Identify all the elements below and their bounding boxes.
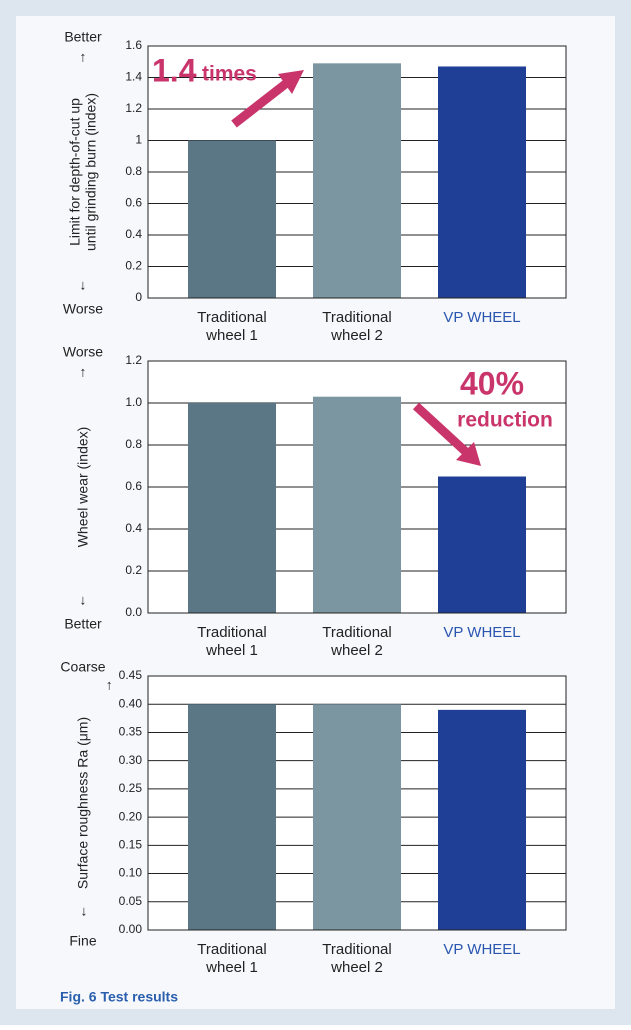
y-tick-label: 0.4 <box>125 521 142 535</box>
top-label: Better <box>64 29 102 45</box>
y-axis-label: Surface roughness Ra (μm) <box>75 717 91 889</box>
down-arrow: ↓ <box>81 903 88 919</box>
bottom-label: Better <box>64 616 102 632</box>
y-tick-label: 1.2 <box>125 101 142 115</box>
y-tick-label: 0.4 <box>125 227 142 241</box>
x-tick-label: wheel 2 <box>330 642 383 659</box>
y-tick-label: 0.8 <box>125 164 142 178</box>
y-tick-label: 0.45 <box>119 668 143 682</box>
y-axis-label: Limit for depth-of-cut up until grinding … <box>67 93 99 251</box>
y-tick-label: 0.6 <box>125 479 142 493</box>
y-tick-label: 0.40 <box>119 696 143 710</box>
x-tick-label: Traditional <box>197 309 266 326</box>
annotation-small: reduction <box>457 409 553 432</box>
top-label: Coarse <box>60 659 105 675</box>
x-tick-label: Traditional <box>322 624 391 641</box>
y-tick-label: 1.2 <box>125 353 142 367</box>
x-tick-label: wheel 1 <box>205 642 258 659</box>
annotation-arrow <box>231 78 291 128</box>
up-arrow: ↑ <box>80 49 87 65</box>
bar <box>188 403 276 613</box>
bar <box>438 709 526 930</box>
y-tick-label: 1.6 <box>125 38 142 52</box>
bottom-label: Fine <box>69 933 96 949</box>
plot-border <box>147 45 567 299</box>
x-tick-label: VP WHEEL <box>443 624 520 641</box>
y-axis-label-line: Wheel wear (index) <box>75 427 91 548</box>
up-arrow: → <box>99 679 115 693</box>
annotation-arrowhead <box>278 70 304 94</box>
plot-border <box>147 360 567 614</box>
y-axis-label-line: Surface roughness Ra (μm) <box>75 717 91 889</box>
y-tick-label: 0.0 <box>125 605 142 619</box>
x-tick-label: wheel 1 <box>205 959 258 976</box>
x-tick-label: Traditional <box>197 941 266 958</box>
x-tick-label: wheel 2 <box>330 959 383 976</box>
x-tick-label: wheel 1 <box>205 327 258 344</box>
y-tick-label: 0 <box>135 290 142 304</box>
bar <box>313 396 401 613</box>
caption: Fig. 6 Test results <box>60 989 178 1005</box>
down-arrow: ↓ <box>80 592 87 608</box>
y-axis-label: Wheel wear (index) <box>75 427 91 548</box>
x-tick-label: wheel 2 <box>330 327 383 344</box>
y-axis-label-line: Limit for depth-of-cut up <box>67 98 83 246</box>
bar <box>188 140 276 298</box>
y-tick-label: 0.2 <box>125 259 142 273</box>
y-tick-label: 0.35 <box>119 725 143 739</box>
y-tick-label: 0.10 <box>119 866 143 880</box>
annotation-big: 40% <box>460 365 524 401</box>
x-tick-label: Traditional <box>322 309 391 326</box>
bar <box>438 476 526 613</box>
x-tick-label: VP WHEEL <box>443 309 520 326</box>
y-tick-label: 1 <box>135 133 142 147</box>
x-tick-label: Traditional <box>322 941 391 958</box>
y-tick-label: 1.0 <box>125 395 142 409</box>
bar <box>188 704 276 930</box>
y-tick-label: 0.20 <box>119 809 143 823</box>
y-tick-label: 0.05 <box>119 894 143 908</box>
bar <box>438 66 526 298</box>
x-tick-label: Traditional <box>197 624 266 641</box>
y-tick-label: 1.4 <box>125 70 142 84</box>
y-tick-label: 0.30 <box>119 753 143 767</box>
annotation-arrow <box>412 402 470 456</box>
y-tick-label: 0.25 <box>119 781 143 795</box>
y-tick-label: 0.00 <box>119 922 143 936</box>
y-axis-label-line: until grinding burn (index) <box>83 93 99 251</box>
bottom-label: Worse <box>63 301 103 317</box>
down-arrow: ↓ <box>80 277 87 293</box>
x-tick-label: VP WHEEL <box>443 941 520 958</box>
bar <box>313 63 401 299</box>
y-tick-label: 0.2 <box>125 563 142 577</box>
y-tick-label: 0.8 <box>125 437 142 451</box>
bar <box>313 704 401 930</box>
top-label: Worse <box>63 344 103 360</box>
annotation-small: times <box>202 63 257 86</box>
up-arrow: ↑ <box>80 364 87 380</box>
annotation-arrowhead <box>456 442 481 466</box>
plot-border <box>147 675 567 931</box>
y-tick-label: 0.6 <box>125 196 142 210</box>
annotation-big: 1.4 <box>152 52 197 88</box>
y-tick-label: 0.15 <box>119 838 143 852</box>
